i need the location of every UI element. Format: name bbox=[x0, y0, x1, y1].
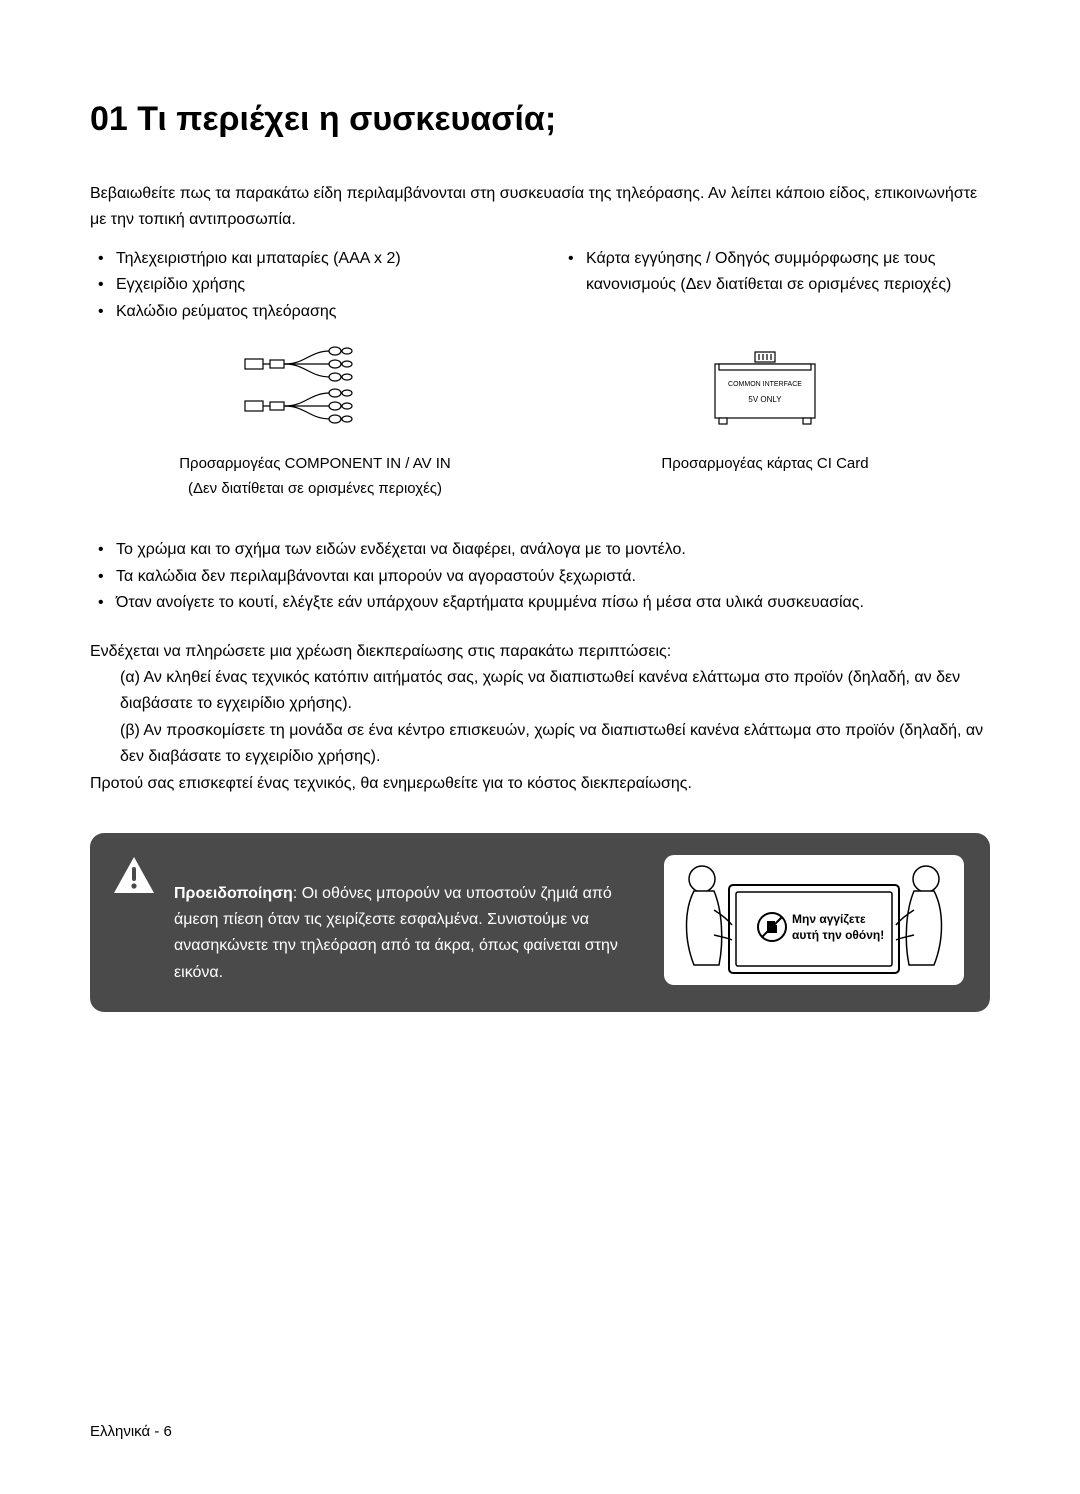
figure-ci-card-adapter: COMMON INTERFACE 5V ONLY Προσαρμογέας κά… bbox=[540, 343, 990, 502]
warning-text: Προειδοποίηση: Οι οθόνες μπορούν να υποσ… bbox=[174, 859, 646, 987]
package-item: Κάρτα εγγύησης / Οδηγός συμμόρφωσης με τ… bbox=[586, 246, 990, 299]
warning-box: Προειδοποίηση: Οι οθόνες μπορούν να υποσ… bbox=[90, 833, 990, 1012]
package-item: Καλώδιο ρεύματος τηλεόρασης bbox=[116, 299, 520, 325]
svg-text:αυτή την οθόνη!: αυτή την οθόνη! bbox=[792, 928, 884, 942]
figure-component-adapter: Προσαρμογέας COMPONENT IN / AV IN (Δεν δ… bbox=[90, 343, 540, 502]
fee-last: Προτού σας επισκεφτεί ένας τεχνικός, θα … bbox=[90, 771, 990, 797]
note-item: Όταν ανοίγετε το κουτί, ελέγξτε εάν υπάρ… bbox=[116, 590, 990, 616]
note-item: Τα καλώδια δεν περιλαμβάνονται και μπορο… bbox=[116, 564, 990, 590]
package-item: Εγχειρίδιο χρήσης bbox=[116, 272, 520, 298]
svg-text:Μην αγγίζετε: Μην αγγίζετε bbox=[792, 912, 866, 926]
cable-adapter-image bbox=[235, 343, 395, 438]
svg-text:COMMON INTERFACE: COMMON INTERFACE bbox=[728, 381, 802, 388]
figure-caption-line: Προσαρμογέας κάρτας CI Card bbox=[661, 452, 868, 477]
lift-instruction-image: Μην αγγίζετε αυτή την οθόνη! bbox=[664, 855, 964, 990]
ci-card-icon: COMMON INTERFACE 5V ONLY bbox=[705, 350, 825, 430]
note-item: Το χρώμα και το σχήμα των ειδών ενδέχετα… bbox=[116, 537, 990, 563]
package-items-right: Κάρτα εγγύησης / Οδηγός συμμόρφωσης με τ… bbox=[560, 246, 990, 325]
ci-card-image: COMMON INTERFACE 5V ONLY bbox=[705, 343, 825, 438]
figure-caption-line: Προσαρμογέας COMPONENT IN / AV IN bbox=[179, 452, 451, 477]
warning-bold-label: Προειδοποίηση bbox=[174, 885, 293, 902]
svg-text:5V ONLY: 5V ONLY bbox=[748, 395, 782, 404]
lift-instruction-icon: Μην αγγίζετε αυτή την οθόνη! bbox=[664, 855, 964, 985]
package-item: Τηλεχειριστήριο και μπαταρίες (AAA x 2) bbox=[116, 246, 520, 272]
fee-case-b: (β) Αν προσκομίσετε τη μονάδα σε ένα κέν… bbox=[90, 718, 990, 771]
figures-row: Προσαρμογέας COMPONENT IN / AV IN (Δεν δ… bbox=[90, 343, 990, 502]
warning-triangle-icon bbox=[112, 855, 156, 900]
fee-case-a: (α) Αν κληθεί ένας τεχνικός κατόπιν αιτή… bbox=[90, 665, 990, 718]
intro-text: Βεβαιωθείτε πως τα παρακάτω είδη περιλαμ… bbox=[90, 181, 990, 234]
section-heading: 01 Τι περιέχει η συσκευασία; bbox=[90, 100, 990, 139]
cable-adapter-icon bbox=[235, 345, 395, 435]
figure-caption-line: (Δεν διατίθεται σε ορισμένες περιοχές) bbox=[179, 477, 451, 502]
package-items-left: Τηλεχειριστήριο και μπαταρίες (AAA x 2) … bbox=[90, 246, 520, 325]
fee-intro: Ενδέχεται να πληρώσετε μια χρέωση διεκπε… bbox=[90, 639, 990, 665]
page-footer: Ελληνικά - 6 bbox=[90, 1423, 172, 1440]
package-items-row: Τηλεχειριστήριο και μπαταρίες (AAA x 2) … bbox=[90, 246, 990, 325]
notes-list: Το χρώμα και το σχήμα των ειδών ενδέχετα… bbox=[90, 537, 990, 616]
